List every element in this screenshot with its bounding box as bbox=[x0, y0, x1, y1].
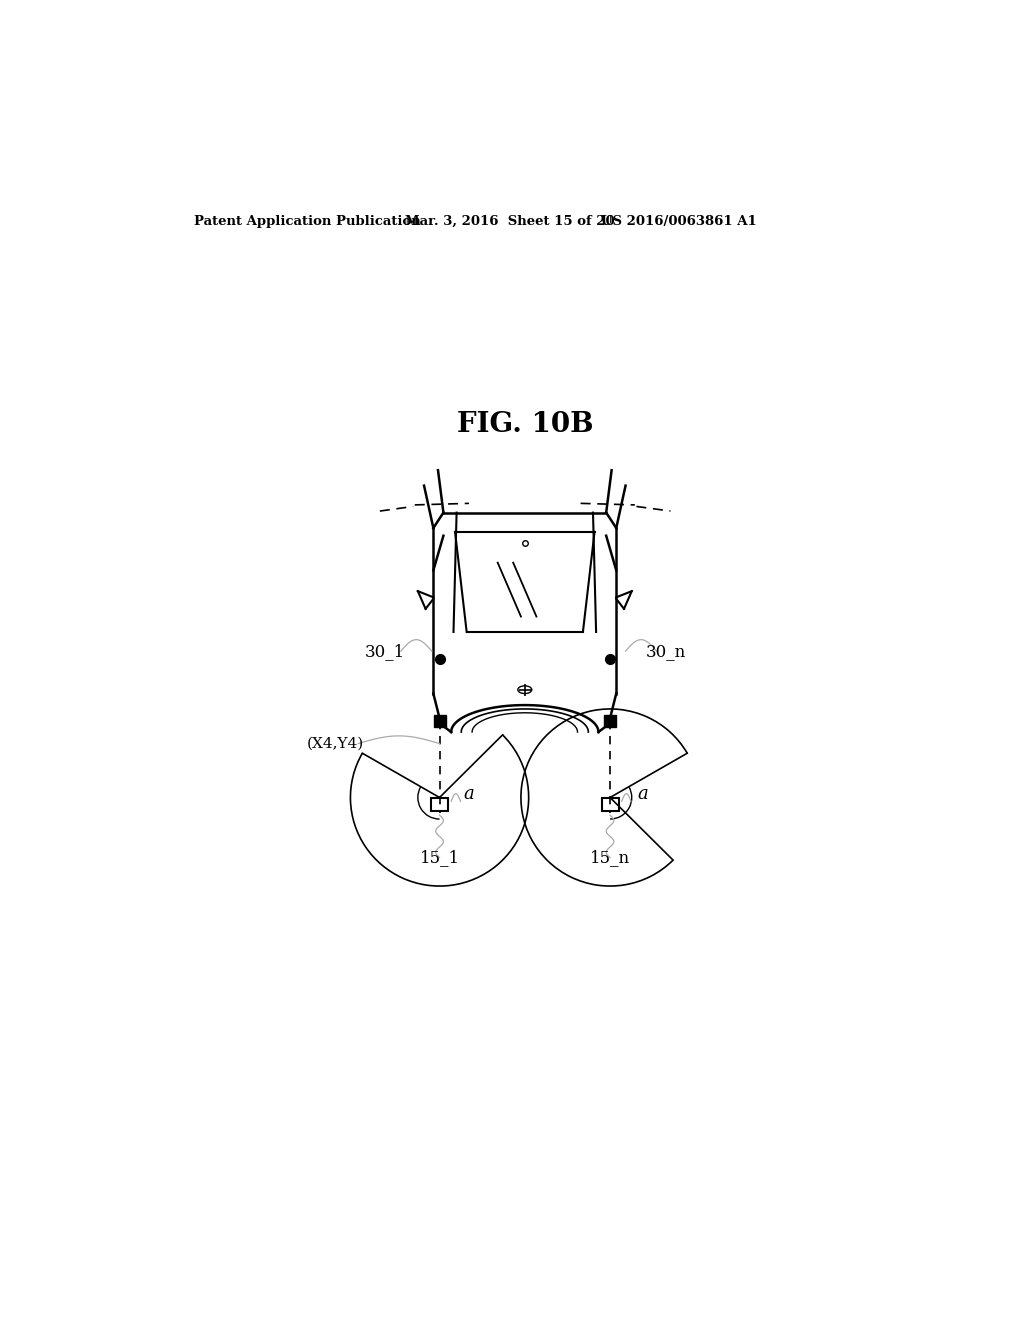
Text: a: a bbox=[464, 784, 474, 803]
Text: 15_1: 15_1 bbox=[420, 849, 460, 866]
Text: Mar. 3, 2016  Sheet 15 of 20: Mar. 3, 2016 Sheet 15 of 20 bbox=[406, 215, 615, 228]
Text: 30_1: 30_1 bbox=[366, 643, 406, 660]
Bar bbox=[601, 797, 618, 812]
Text: US 2016/0063861 A1: US 2016/0063861 A1 bbox=[601, 215, 757, 228]
Text: 30_n: 30_n bbox=[646, 643, 686, 660]
Text: FIG. 10B: FIG. 10B bbox=[457, 411, 593, 437]
Text: (X4,Y4): (X4,Y4) bbox=[306, 737, 364, 751]
Text: Patent Application Publication: Patent Application Publication bbox=[194, 215, 421, 228]
Text: a: a bbox=[637, 784, 648, 803]
Text: 15_n: 15_n bbox=[590, 849, 630, 866]
Bar bbox=[431, 797, 449, 812]
